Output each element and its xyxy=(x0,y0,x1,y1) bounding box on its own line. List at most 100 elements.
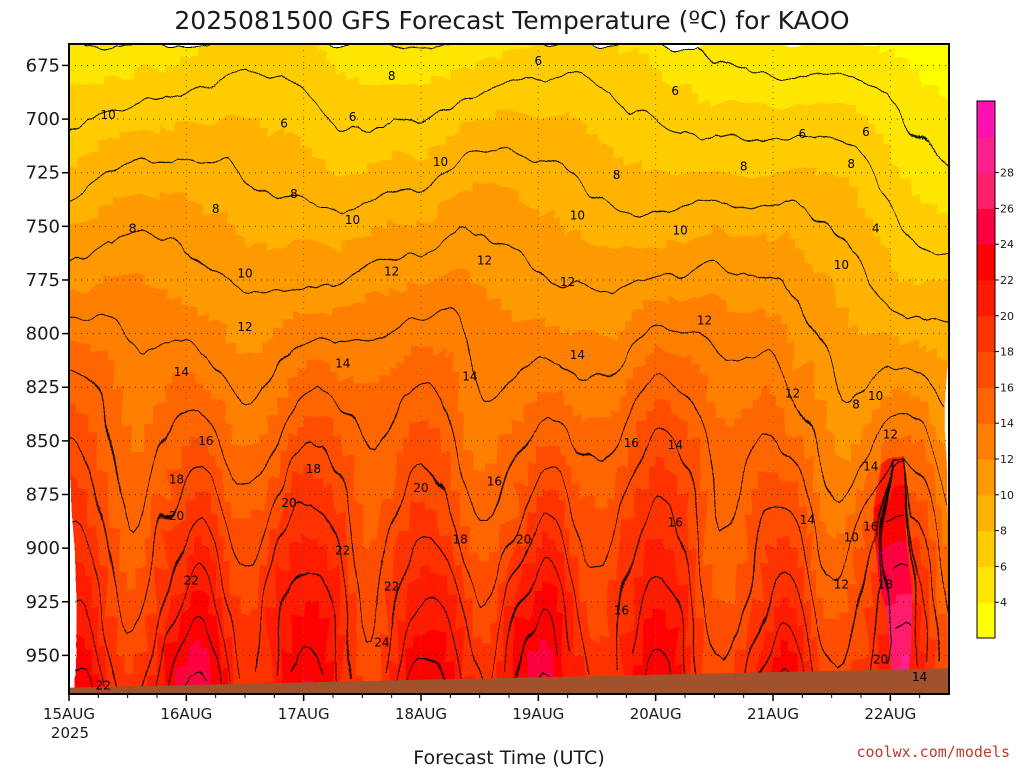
field-cell xyxy=(421,99,432,110)
field-cell xyxy=(587,471,598,482)
field-cell xyxy=(69,81,80,92)
field-cell xyxy=(166,174,178,185)
field-cell xyxy=(98,480,109,491)
field-cell xyxy=(215,434,227,445)
field-cell xyxy=(235,201,246,212)
field-cell xyxy=(137,201,149,212)
field-cell xyxy=(469,127,481,138)
field-cell xyxy=(509,564,520,575)
field-cell xyxy=(753,564,765,575)
field-cell xyxy=(597,452,608,463)
field-cell xyxy=(733,211,745,222)
field-cell xyxy=(430,201,442,212)
field-cell xyxy=(489,471,501,482)
field-cell xyxy=(313,99,325,110)
field-cell xyxy=(127,313,139,324)
field-cell xyxy=(489,174,501,185)
field-cell xyxy=(137,164,149,175)
field-cell xyxy=(137,545,149,556)
field-cell xyxy=(108,545,119,556)
field-cell xyxy=(567,480,579,491)
field-cell xyxy=(665,517,677,528)
field-cell xyxy=(245,499,256,510)
field-cell xyxy=(704,619,716,630)
field-cell xyxy=(186,322,197,333)
field-cell xyxy=(626,220,637,231)
field-cell xyxy=(528,387,540,398)
field-cell xyxy=(577,387,589,398)
field-cell xyxy=(479,248,491,259)
field-cell xyxy=(499,591,510,602)
field-cell xyxy=(313,359,325,370)
field-cell xyxy=(313,322,325,333)
field-cell xyxy=(753,591,765,602)
field-cell xyxy=(714,266,725,277)
field-cell xyxy=(69,53,80,64)
field-cell xyxy=(763,164,774,175)
field-cell xyxy=(323,434,334,445)
field-cell xyxy=(333,406,344,417)
field-cell xyxy=(323,396,334,407)
field-cell xyxy=(245,136,256,147)
field-cell xyxy=(88,471,100,482)
field-cell xyxy=(450,183,461,194)
field-cell xyxy=(284,146,295,157)
field-cell xyxy=(108,610,119,621)
field-cell xyxy=(313,331,325,342)
field-cell xyxy=(489,164,501,175)
field-cell xyxy=(518,434,530,445)
field-cell xyxy=(763,62,774,73)
field-cell xyxy=(450,396,461,407)
field-cell xyxy=(489,266,501,277)
field-cell xyxy=(391,564,403,575)
field-cell xyxy=(401,201,413,212)
field-cell xyxy=(567,90,579,101)
field-cell xyxy=(215,146,227,157)
field-cell xyxy=(655,331,667,342)
field-cell xyxy=(430,536,442,547)
field-cell xyxy=(411,656,422,667)
field-cell xyxy=(323,406,334,417)
field-cell xyxy=(274,591,285,602)
field-cell xyxy=(587,266,598,277)
field-cell xyxy=(460,656,471,667)
field-cell xyxy=(509,220,520,231)
field-cell xyxy=(274,183,285,194)
field-cell xyxy=(166,499,178,510)
field-cell xyxy=(557,666,569,677)
field-cell xyxy=(626,257,637,268)
field-cell xyxy=(88,666,100,677)
field-cell xyxy=(372,591,383,602)
field-cell xyxy=(460,266,471,277)
field-cell xyxy=(391,257,403,268)
field-cell xyxy=(342,471,354,482)
field-cell xyxy=(235,387,246,398)
field-cell xyxy=(303,545,315,556)
field-cell xyxy=(235,638,246,649)
field-cell xyxy=(157,322,168,333)
field-cell xyxy=(293,666,305,677)
field-cell xyxy=(78,118,90,129)
field-cell xyxy=(78,322,90,333)
field-cell xyxy=(724,480,735,491)
field-cell xyxy=(694,211,706,222)
field-cell xyxy=(235,434,246,445)
field-cell xyxy=(225,53,237,64)
field-cell xyxy=(137,443,149,454)
field-cell xyxy=(254,53,266,64)
field-cell xyxy=(469,211,481,222)
field-cell xyxy=(108,322,119,333)
field-cell xyxy=(450,276,461,287)
field-cell xyxy=(157,192,168,203)
field-cell xyxy=(538,619,549,630)
field-cell xyxy=(626,629,637,640)
field-cell xyxy=(704,489,716,500)
field-cell xyxy=(176,480,188,491)
field-cell xyxy=(518,517,530,528)
field-cell xyxy=(440,201,452,212)
field-cell xyxy=(665,183,677,194)
field-cell xyxy=(626,285,637,296)
field-cell xyxy=(352,369,364,380)
field-cell xyxy=(694,322,706,333)
field-cell xyxy=(264,155,276,166)
